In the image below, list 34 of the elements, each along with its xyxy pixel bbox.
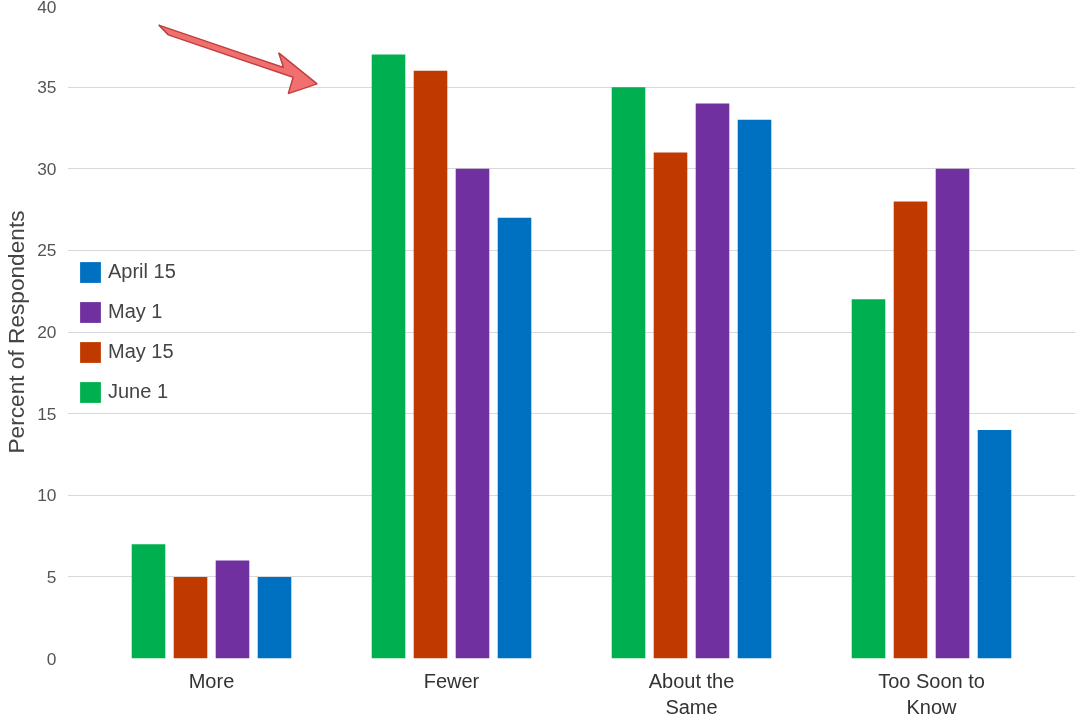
y-tick-label: 15 bbox=[37, 403, 57, 424]
x-tick-label: About the Same bbox=[648, 669, 735, 718]
x-tick-label: More bbox=[188, 669, 235, 692]
y-tick-label: 10 bbox=[37, 485, 57, 506]
x-tick-label: Fewer bbox=[423, 669, 480, 692]
bar bbox=[497, 217, 532, 659]
bar bbox=[935, 168, 970, 659]
bar bbox=[257, 576, 292, 659]
y-tick-label: 5 bbox=[46, 566, 57, 587]
bar bbox=[611, 87, 646, 659]
bar bbox=[851, 299, 886, 659]
legend-label: May 1 bbox=[108, 300, 163, 323]
y-tick-label: 35 bbox=[37, 77, 57, 98]
x-tick-label: Too Soon to Know bbox=[878, 669, 985, 718]
bar bbox=[215, 560, 250, 659]
bar bbox=[695, 103, 730, 659]
legend-label: April 15 bbox=[108, 260, 176, 283]
legend-label: May 15 bbox=[108, 340, 174, 363]
bar bbox=[131, 544, 166, 659]
bar bbox=[893, 201, 928, 659]
legend-label: June 1 bbox=[108, 380, 169, 403]
y-tick-label: 40 bbox=[37, 0, 57, 17]
bar bbox=[977, 429, 1012, 659]
bar bbox=[173, 576, 208, 659]
y-axis-title: Percent of Respondents bbox=[3, 210, 30, 454]
bar bbox=[737, 119, 772, 659]
bar bbox=[371, 54, 406, 659]
bar bbox=[455, 168, 490, 659]
y-tick-label: 20 bbox=[37, 322, 57, 342]
bar bbox=[653, 152, 688, 659]
bar bbox=[413, 70, 448, 659]
y-tick-label: 0 bbox=[46, 648, 57, 669]
y-tick-label: 30 bbox=[37, 158, 57, 179]
y-tick-label: 25 bbox=[37, 240, 57, 261]
